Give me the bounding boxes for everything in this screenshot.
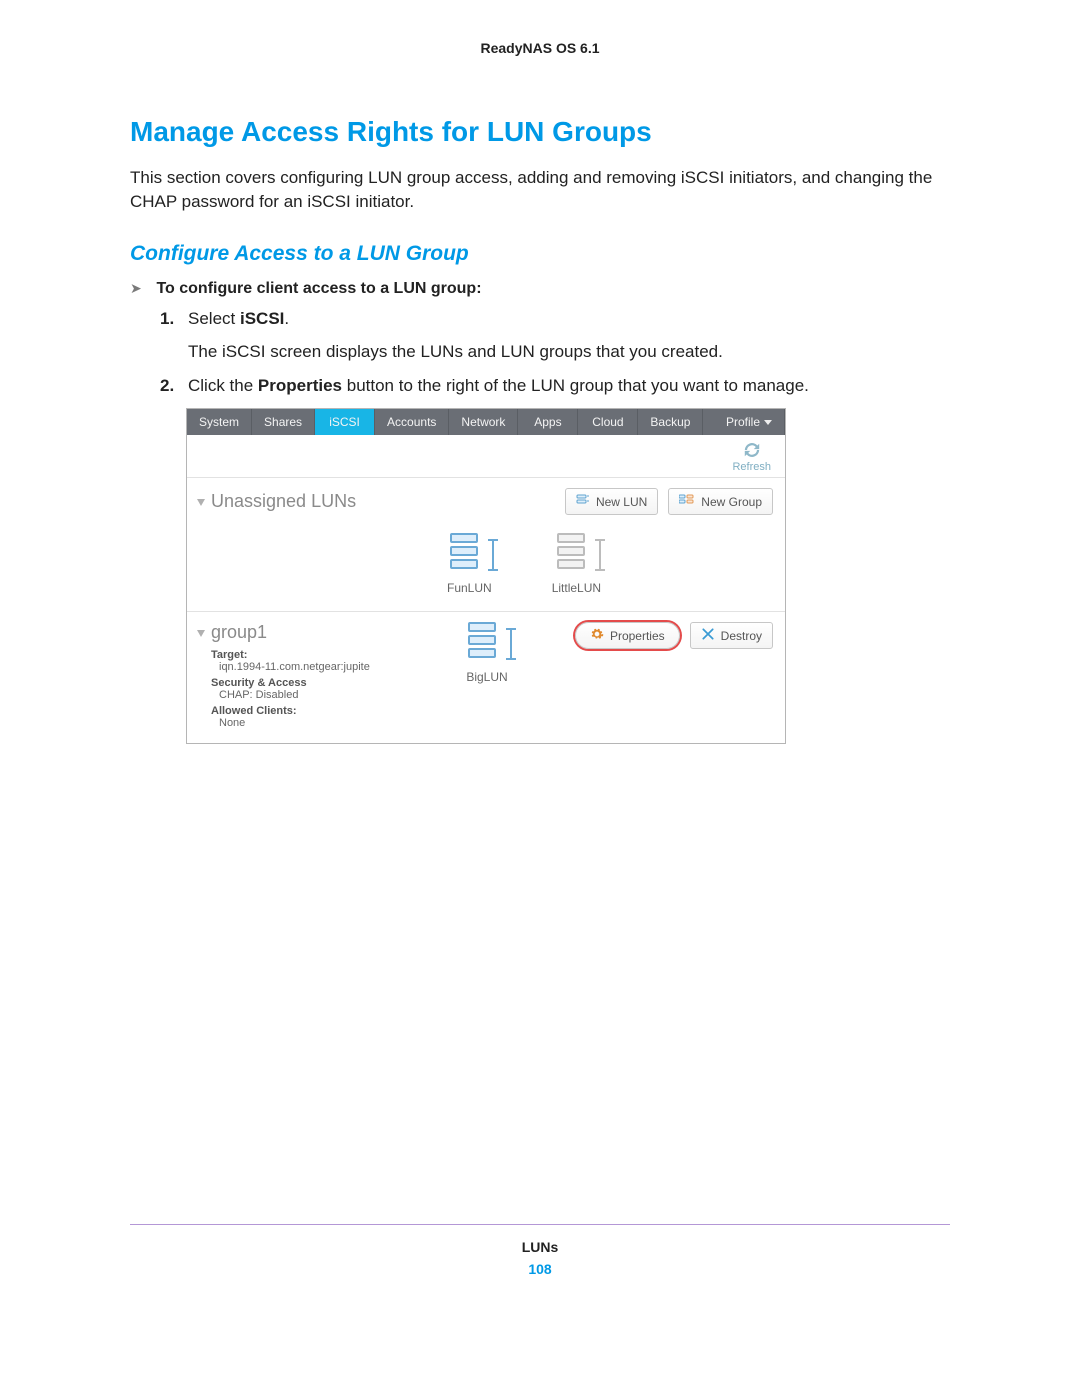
step-1-text-c: . xyxy=(284,309,289,328)
group-clients-value: None xyxy=(197,717,427,729)
lun-funlun[interactable]: FunLUN xyxy=(447,533,492,595)
group-icon xyxy=(679,493,695,510)
section-title: Configure Access to a LUN Group xyxy=(130,242,950,266)
tab-apps[interactable]: Apps xyxy=(518,409,578,435)
step-1-text-a: Select xyxy=(188,309,240,328)
new-group-label: New Group xyxy=(701,495,762,509)
step-1-sub: The iSCSI screen displays the LUNs and L… xyxy=(188,339,950,365)
properties-label: Properties xyxy=(610,629,665,643)
tab-shares[interactable]: Shares xyxy=(252,409,315,435)
lun-biglun[interactable]: BigLUN xyxy=(427,622,547,684)
lun-biglun-label: BigLUN xyxy=(466,670,507,684)
lun-littlelun-label: LittleLUN xyxy=(552,581,601,595)
unassigned-luns-header[interactable]: Unassigned LUNs xyxy=(197,491,356,512)
tab-network[interactable]: Network xyxy=(449,409,518,435)
iscsi-screenshot: System Shares iSCSI Accounts Network App… xyxy=(186,408,786,744)
step-2-text-c: button to the right of the LUN group tha… xyxy=(342,376,809,395)
page-footer: LUNs 108 xyxy=(130,1224,950,1277)
group1-title: group1 xyxy=(211,622,267,642)
refresh-icon xyxy=(741,441,763,459)
step-1-bold: iSCSI xyxy=(240,309,284,328)
step-2-text-a: Click the xyxy=(188,376,258,395)
tab-cloud[interactable]: Cloud xyxy=(578,409,638,435)
unassigned-luns-area: FunLUN LittleLUN xyxy=(187,519,785,612)
refresh-button[interactable]: Refresh xyxy=(732,441,771,473)
group-clients-label: Allowed Clients: xyxy=(197,705,427,717)
group-target-value: iqn.1994-11.com.netgear:jupite xyxy=(197,661,427,673)
chevron-right-icon: ➤ xyxy=(130,280,152,297)
new-lun-label: New LUN xyxy=(596,495,647,509)
top-nav-tabs: System Shares iSCSI Accounts Network App… xyxy=(187,409,785,435)
group-security-label: Security & Access xyxy=(197,677,427,689)
doc-product-header: ReadyNAS OS 6.1 xyxy=(130,40,950,56)
chevron-down-icon xyxy=(764,420,772,425)
procedure-lead-text: To configure client access to a LUN grou… xyxy=(156,280,481,297)
tab-profile-label: Profile xyxy=(726,415,760,429)
collapse-icon xyxy=(197,630,205,637)
step-2: Click the Properties button to the right… xyxy=(160,373,950,399)
lun-stack-icon xyxy=(468,622,506,666)
collapse-icon xyxy=(197,499,205,506)
tab-backup[interactable]: Backup xyxy=(638,409,703,435)
lun-funlun-label: FunLUN xyxy=(447,581,492,595)
new-lun-button[interactable]: New LUN xyxy=(565,488,658,515)
gear-icon xyxy=(590,627,604,644)
footer-page-number: 108 xyxy=(130,1261,950,1277)
tab-system[interactable]: System xyxy=(187,409,252,435)
lun-stack-icon xyxy=(557,533,595,577)
lun-icon xyxy=(576,493,590,510)
refresh-label: Refresh xyxy=(732,461,771,473)
step-2-bold: Properties xyxy=(258,376,342,395)
properties-button[interactable]: Properties xyxy=(575,622,680,649)
group1-section: group1 Target: iqn.1994-11.com.netgear:j… xyxy=(187,612,785,743)
tab-accounts[interactable]: Accounts xyxy=(375,409,449,435)
tab-iscsi[interactable]: iSCSI xyxy=(315,409,375,435)
group-target-label: Target: xyxy=(197,649,427,661)
lun-stack-icon xyxy=(450,533,488,577)
unassigned-luns-title: Unassigned LUNs xyxy=(211,491,356,511)
destroy-icon xyxy=(701,627,715,644)
group-security-value: CHAP: Disabled xyxy=(197,689,427,701)
step-1: Select iSCSI. The iSCSI screen displays … xyxy=(160,306,950,365)
tab-profile[interactable]: Profile xyxy=(714,409,785,435)
footer-section-title: LUNs xyxy=(130,1239,950,1255)
procedure-lead: ➤ To configure client access to a LUN gr… xyxy=(130,280,950,298)
group1-header[interactable]: group1 xyxy=(197,622,427,643)
page-title: Manage Access Rights for LUN Groups xyxy=(130,116,950,148)
new-group-button[interactable]: New Group xyxy=(668,488,773,515)
lun-littlelun[interactable]: LittleLUN xyxy=(552,533,601,595)
destroy-label: Destroy xyxy=(721,629,762,643)
intro-paragraph: This section covers configuring LUN grou… xyxy=(130,166,950,214)
destroy-button[interactable]: Destroy xyxy=(690,622,773,649)
